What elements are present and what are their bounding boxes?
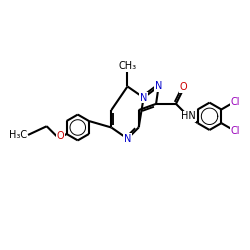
Text: N: N <box>155 82 162 92</box>
Text: Cl: Cl <box>230 96 240 106</box>
Text: N: N <box>140 93 147 103</box>
Text: O: O <box>180 82 187 92</box>
Text: N: N <box>124 134 131 144</box>
Text: H₃C: H₃C <box>9 130 27 140</box>
Text: O: O <box>56 131 64 141</box>
Text: CH₃: CH₃ <box>118 61 136 71</box>
Text: HN: HN <box>181 111 196 121</box>
Text: Cl: Cl <box>230 126 240 136</box>
